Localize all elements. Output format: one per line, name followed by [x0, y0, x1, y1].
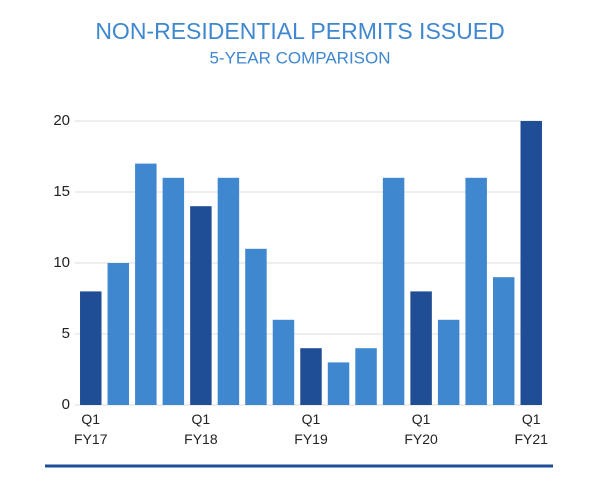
x-tick-label: Q1 FY18: [184, 411, 218, 447]
bar: [355, 348, 377, 405]
x-tick-label: Q1 FY19: [294, 411, 328, 447]
bar: [410, 291, 432, 405]
y-tick-label: 5: [62, 325, 70, 342]
x-tick-label: Q1 FY21: [514, 411, 548, 447]
bar: [245, 248, 267, 405]
bar: [465, 177, 487, 405]
y-tick-label: 0: [62, 396, 70, 413]
bar: [135, 163, 157, 405]
bar: [492, 277, 515, 405]
bar: [217, 177, 240, 405]
chart-title: NON-RESIDENTIAL PERMITS ISSUED: [95, 18, 504, 44]
bar: [520, 121, 542, 405]
bar: [437, 319, 460, 405]
bar: [162, 177, 185, 405]
bar: [190, 206, 212, 405]
chart-subtitle: 5-YEAR COMPARISON: [209, 48, 390, 67]
bar: [300, 348, 322, 405]
y-tick-label: 20: [53, 112, 70, 129]
x-tick-label: Q1 FY17: [74, 411, 108, 447]
y-tick-label: 10: [53, 254, 70, 271]
bar: [272, 319, 295, 405]
x-tick-label: Q1 FY20: [404, 411, 438, 447]
bar: [382, 177, 405, 405]
y-tick-label: 15: [53, 183, 70, 200]
bar: [327, 362, 350, 405]
bar: [107, 263, 130, 405]
bar: [80, 291, 102, 405]
